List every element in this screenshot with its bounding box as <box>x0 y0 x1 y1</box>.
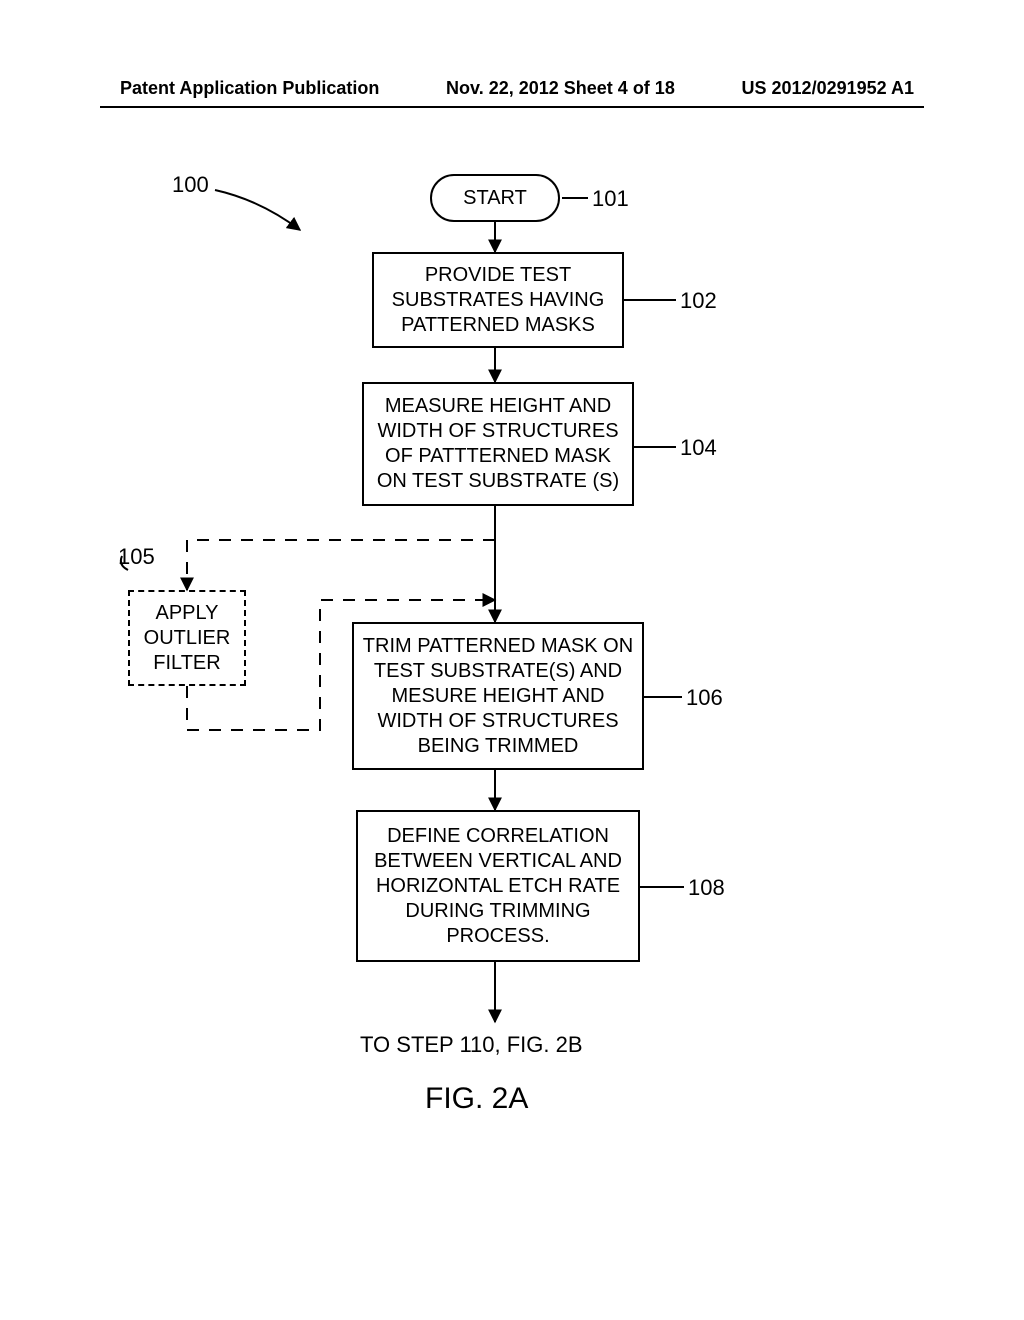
node-105-label: APPLY OUTLIER FILTER <box>136 601 238 676</box>
node-104-label: MEASURE HEIGHT AND WIDTH OF STRUCTURES O… <box>370 394 626 494</box>
label-100: 100 <box>172 172 209 198</box>
label-101: 101 <box>592 186 629 212</box>
node-108-label: DEFINE CORRELATION BETWEEN VERTICAL AND … <box>364 824 632 949</box>
node-104: MEASURE HEIGHT AND WIDTH OF STRUCTURES O… <box>362 382 634 506</box>
node-106: TRIM PATTERNED MASK ON TEST SUBSTRATE(S)… <box>352 622 644 770</box>
header-right: US 2012/0291952 A1 <box>742 78 914 99</box>
outlink-text: TO STEP 110, FIG. 2B <box>360 1032 583 1058</box>
label-108: 108 <box>688 875 725 901</box>
figure-caption: FIG. 2A <box>425 1082 528 1116</box>
node-108: DEFINE CORRELATION BETWEEN VERTICAL AND … <box>356 810 640 962</box>
page-header: Patent Application Publication Nov. 22, … <box>0 78 1024 99</box>
header-rule <box>100 106 924 108</box>
node-106-label: TRIM PATTERNED MASK ON TEST SUBSTRATE(S)… <box>360 634 636 759</box>
label-106: 106 <box>686 685 723 711</box>
node-start-label: START <box>463 186 527 211</box>
node-start: START <box>430 174 560 222</box>
node-105: APPLY OUTLIER FILTER <box>128 590 246 686</box>
flowchart: START PROVIDE TEST SUBSTRATES HAVING PAT… <box>0 160 1024 1260</box>
label-104: 104 <box>680 435 717 461</box>
header-left: Patent Application Publication <box>120 78 379 99</box>
label-105: 105 <box>118 544 155 570</box>
page: Patent Application Publication Nov. 22, … <box>0 0 1024 1320</box>
node-102: PROVIDE TEST SUBSTRATES HAVING PATTERNED… <box>372 252 624 348</box>
node-102-label: PROVIDE TEST SUBSTRATES HAVING PATTERNED… <box>380 263 616 338</box>
header-center: Nov. 22, 2012 Sheet 4 of 18 <box>446 78 675 99</box>
label-102: 102 <box>680 288 717 314</box>
